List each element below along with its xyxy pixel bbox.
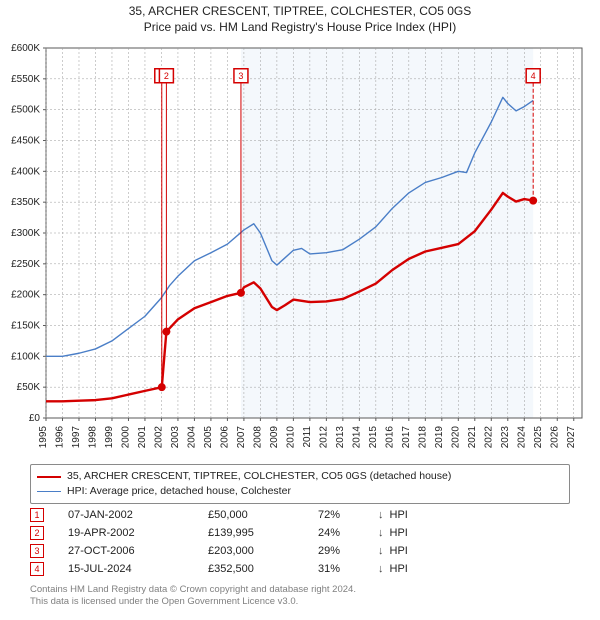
table-row: 3 27-OCT-2006 £203,000 29% ↓ HPI [30,542,570,560]
legend-row-1: HPI: Average price, detached house, Colc… [37,484,563,499]
sale-date: 19-APR-2002 [68,527,208,539]
svg-text:2022: 2022 [483,426,494,449]
svg-text:2027: 2027 [566,426,577,449]
svg-text:2026: 2026 [549,426,560,449]
sale-cf: HPI [390,527,408,539]
svg-text:2009: 2009 [269,426,280,449]
sale-price: £203,000 [208,545,318,557]
table-row: 1 07-JAN-2002 £50,000 72% ↓ HPI [30,506,570,524]
sale-date: 15-JUL-2024 [68,563,208,575]
table-row: 2 19-APR-2002 £139,995 24% ↓ HPI [30,524,570,542]
title-line1: 35, ARCHER CRESCENT, TIPTREE, COLCHESTER… [0,4,600,18]
legend-label-0: 35, ARCHER CRESCENT, TIPTREE, COLCHESTER… [67,469,451,484]
footer: Contains HM Land Registry data © Crown c… [30,584,590,608]
sale-pct: 29% [318,545,378,557]
svg-text:1995: 1995 [38,426,49,449]
arrow-down-icon: ↓ [378,563,390,575]
svg-text:1999: 1999 [104,426,115,449]
svg-text:2017: 2017 [401,426,412,449]
svg-text:2012: 2012 [318,426,329,449]
svg-text:£250K: £250K [11,259,40,270]
marker-badge-1: 1 [30,508,44,522]
sale-cf: HPI [390,545,408,557]
svg-text:2016: 2016 [384,426,395,449]
svg-text:2008: 2008 [252,426,263,449]
table-row: 4 15-JUL-2024 £352,500 31% ↓ HPI [30,560,570,578]
legend-swatch-blue [37,491,61,492]
sale-price: £50,000 [208,509,318,521]
sale-cf: HPI [390,509,408,521]
arrow-down-icon: ↓ [378,545,390,557]
chart: £0£50K£100K£150K£200K£250K£300K£350K£400… [46,44,586,454]
svg-text:£200K: £200K [11,290,40,301]
svg-text:£400K: £400K [11,166,40,177]
svg-text:2014: 2014 [351,426,362,449]
svg-text:2004: 2004 [186,426,197,449]
svg-text:£350K: £350K [11,197,40,208]
svg-text:£0: £0 [29,413,41,424]
legend-row-0: 35, ARCHER CRESCENT, TIPTREE, COLCHESTER… [37,469,563,484]
svg-text:£150K: £150K [11,321,40,332]
svg-text:3: 3 [238,71,243,81]
svg-text:2000: 2000 [120,426,131,449]
sales-table: 1 07-JAN-2002 £50,000 72% ↓ HPI 2 19-APR… [30,506,570,578]
footer-line2: This data is licensed under the Open Gov… [30,596,590,608]
svg-text:£450K: £450K [11,136,40,147]
sale-price: £139,995 [208,527,318,539]
chart-svg: £0£50K£100K£150K£200K£250K£300K£350K£400… [46,44,586,454]
svg-text:2007: 2007 [236,426,247,449]
footer-line1: Contains HM Land Registry data © Crown c… [30,584,590,596]
svg-text:2024: 2024 [516,426,527,449]
svg-text:2019: 2019 [434,426,445,449]
sale-pct: 31% [318,563,378,575]
sale-date: 07-JAN-2002 [68,509,208,521]
svg-text:£50K: £50K [17,382,41,393]
svg-text:2005: 2005 [203,426,214,449]
titles: 35, ARCHER CRESCENT, TIPTREE, COLCHESTER… [0,0,600,34]
svg-text:2015: 2015 [368,426,379,449]
svg-text:£300K: £300K [11,228,40,239]
svg-text:2021: 2021 [467,426,478,449]
legend-swatch-red [37,476,61,478]
title-line2: Price paid vs. HM Land Registry's House … [0,20,600,34]
svg-text:2010: 2010 [285,426,296,449]
svg-text:£550K: £550K [11,74,40,85]
svg-text:2001: 2001 [137,426,148,449]
svg-text:2002: 2002 [153,426,164,449]
svg-text:1996: 1996 [54,426,65,449]
arrow-down-icon: ↓ [378,527,390,539]
marker-badge-3: 3 [30,544,44,558]
svg-text:2011: 2011 [302,426,313,448]
sale-date: 27-OCT-2006 [68,545,208,557]
marker-badge-4: 4 [30,562,44,576]
sale-pct: 72% [318,509,378,521]
svg-text:2013: 2013 [335,426,346,449]
svg-text:2023: 2023 [500,426,511,449]
svg-text:2: 2 [164,71,169,81]
svg-text:1997: 1997 [71,426,82,449]
page: { "title_line1": "35, ARCHER CRESCENT, T… [0,0,600,620]
svg-text:£600K: £600K [11,43,40,54]
svg-text:2018: 2018 [417,426,428,449]
arrow-down-icon: ↓ [378,509,390,521]
sale-pct: 24% [318,527,378,539]
svg-text:1998: 1998 [87,426,98,449]
legend-label-1: HPI: Average price, detached house, Colc… [67,484,291,499]
svg-text:£100K: £100K [11,351,40,362]
legend: 35, ARCHER CRESCENT, TIPTREE, COLCHESTER… [30,464,570,504]
svg-text:2025: 2025 [533,426,544,449]
sale-cf: HPI [390,563,408,575]
svg-text:4: 4 [531,71,536,81]
svg-text:2003: 2003 [170,426,181,449]
marker-badge-2: 2 [30,526,44,540]
svg-text:£500K: £500K [11,105,40,116]
svg-text:2020: 2020 [450,426,461,449]
svg-text:2006: 2006 [219,426,230,449]
sale-price: £352,500 [208,563,318,575]
